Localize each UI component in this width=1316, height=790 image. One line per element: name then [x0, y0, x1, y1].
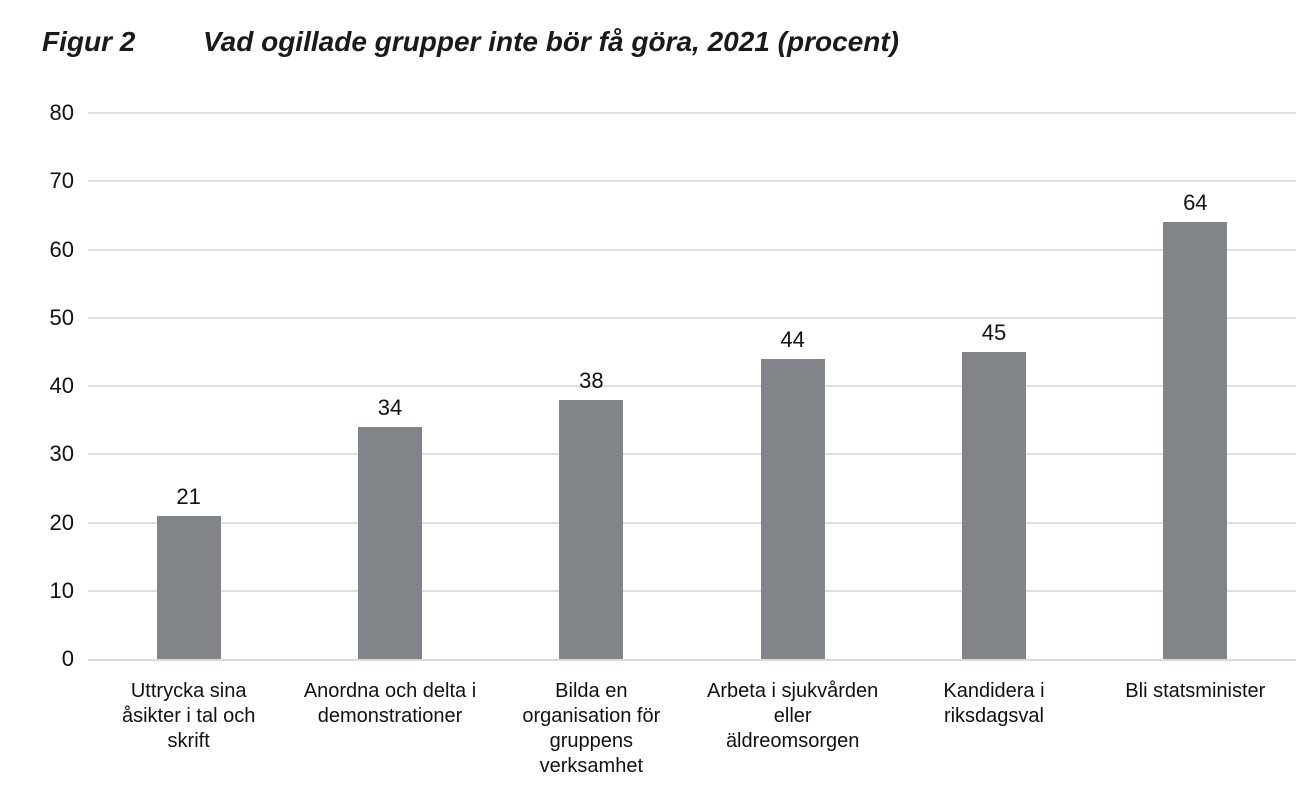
figure-number: Figur 2 [42, 26, 136, 57]
x-tick-label-1: Uttrycka sina åsikter i tal och skrift [121, 680, 256, 752]
bar-column-5: 45 [893, 113, 1094, 659]
bar-value-label: 21 [176, 483, 201, 509]
bar [156, 515, 221, 659]
bar-column-6: 64 [1095, 113, 1296, 659]
gridline-20 [88, 521, 1296, 524]
gridline-30 [88, 453, 1296, 456]
bar-value-label: 45 [981, 319, 1007, 345]
x-tick-label-4: Arbeta i sjukvården eller äldreomsorgen [707, 680, 879, 752]
bar-value-label: 64 [1183, 190, 1208, 216]
bar [1163, 222, 1228, 659]
y-tick-label-70: 70 [49, 168, 74, 194]
bar-column-1: 21 [88, 113, 289, 659]
bar-value-label: 34 [377, 394, 403, 420]
bar-column-3: 38 [491, 113, 692, 659]
gridline-50 [88, 316, 1296, 319]
gridline-60 [88, 248, 1296, 251]
bar-column-2: 34 [289, 113, 490, 659]
bar-column-4: 44 [692, 113, 893, 659]
bar-value-label: 44 [780, 326, 805, 352]
y-tick-label-30: 30 [49, 441, 74, 467]
bar [559, 399, 624, 659]
x-tick-label-5: Kandidera i riksdagsval [943, 680, 1045, 727]
gridline-80 [88, 112, 1296, 114]
x-tick-label-6: Bli statsminister [1125, 680, 1266, 702]
bars-row: 21 34 38 44 45 64 [88, 113, 1296, 659]
figure-caption: Vad ogillade grupper inte bör få göra, 2… [203, 26, 899, 57]
bar [357, 426, 422, 659]
bar [760, 358, 825, 659]
gridline-40 [88, 385, 1296, 387]
y-tick-label-50: 50 [49, 304, 74, 330]
bar [961, 351, 1026, 659]
x-axis-labels: Uttrycka sina åsikter i tal och skrift An… [88, 679, 1296, 779]
bar-value-label: 38 [579, 367, 604, 393]
y-tick-label-40: 40 [49, 373, 74, 398]
y-tick-label-0: 0 [61, 646, 74, 671]
y-tick-label-20: 20 [49, 509, 74, 535]
x-tick-label-3: Bilda en organisation för gruppens verks… [522, 680, 661, 777]
y-tick-label-10: 10 [49, 577, 74, 603]
gridline-10 [88, 589, 1296, 592]
gridline-70 [88, 180, 1296, 183]
plot-area: 0 10 20 30 40 50 60 70 80 21 34 38 44 45 64 [50, 101, 1296, 671]
y-tick-label-60: 60 [49, 236, 74, 262]
x-tick-label-2: Anordna och delta i demonstrationer [303, 680, 477, 727]
y-tick-label-80: 80 [49, 100, 74, 125]
figure-title: Figur 2 Vad ogillade grupper inte bör få … [42, 26, 899, 58]
